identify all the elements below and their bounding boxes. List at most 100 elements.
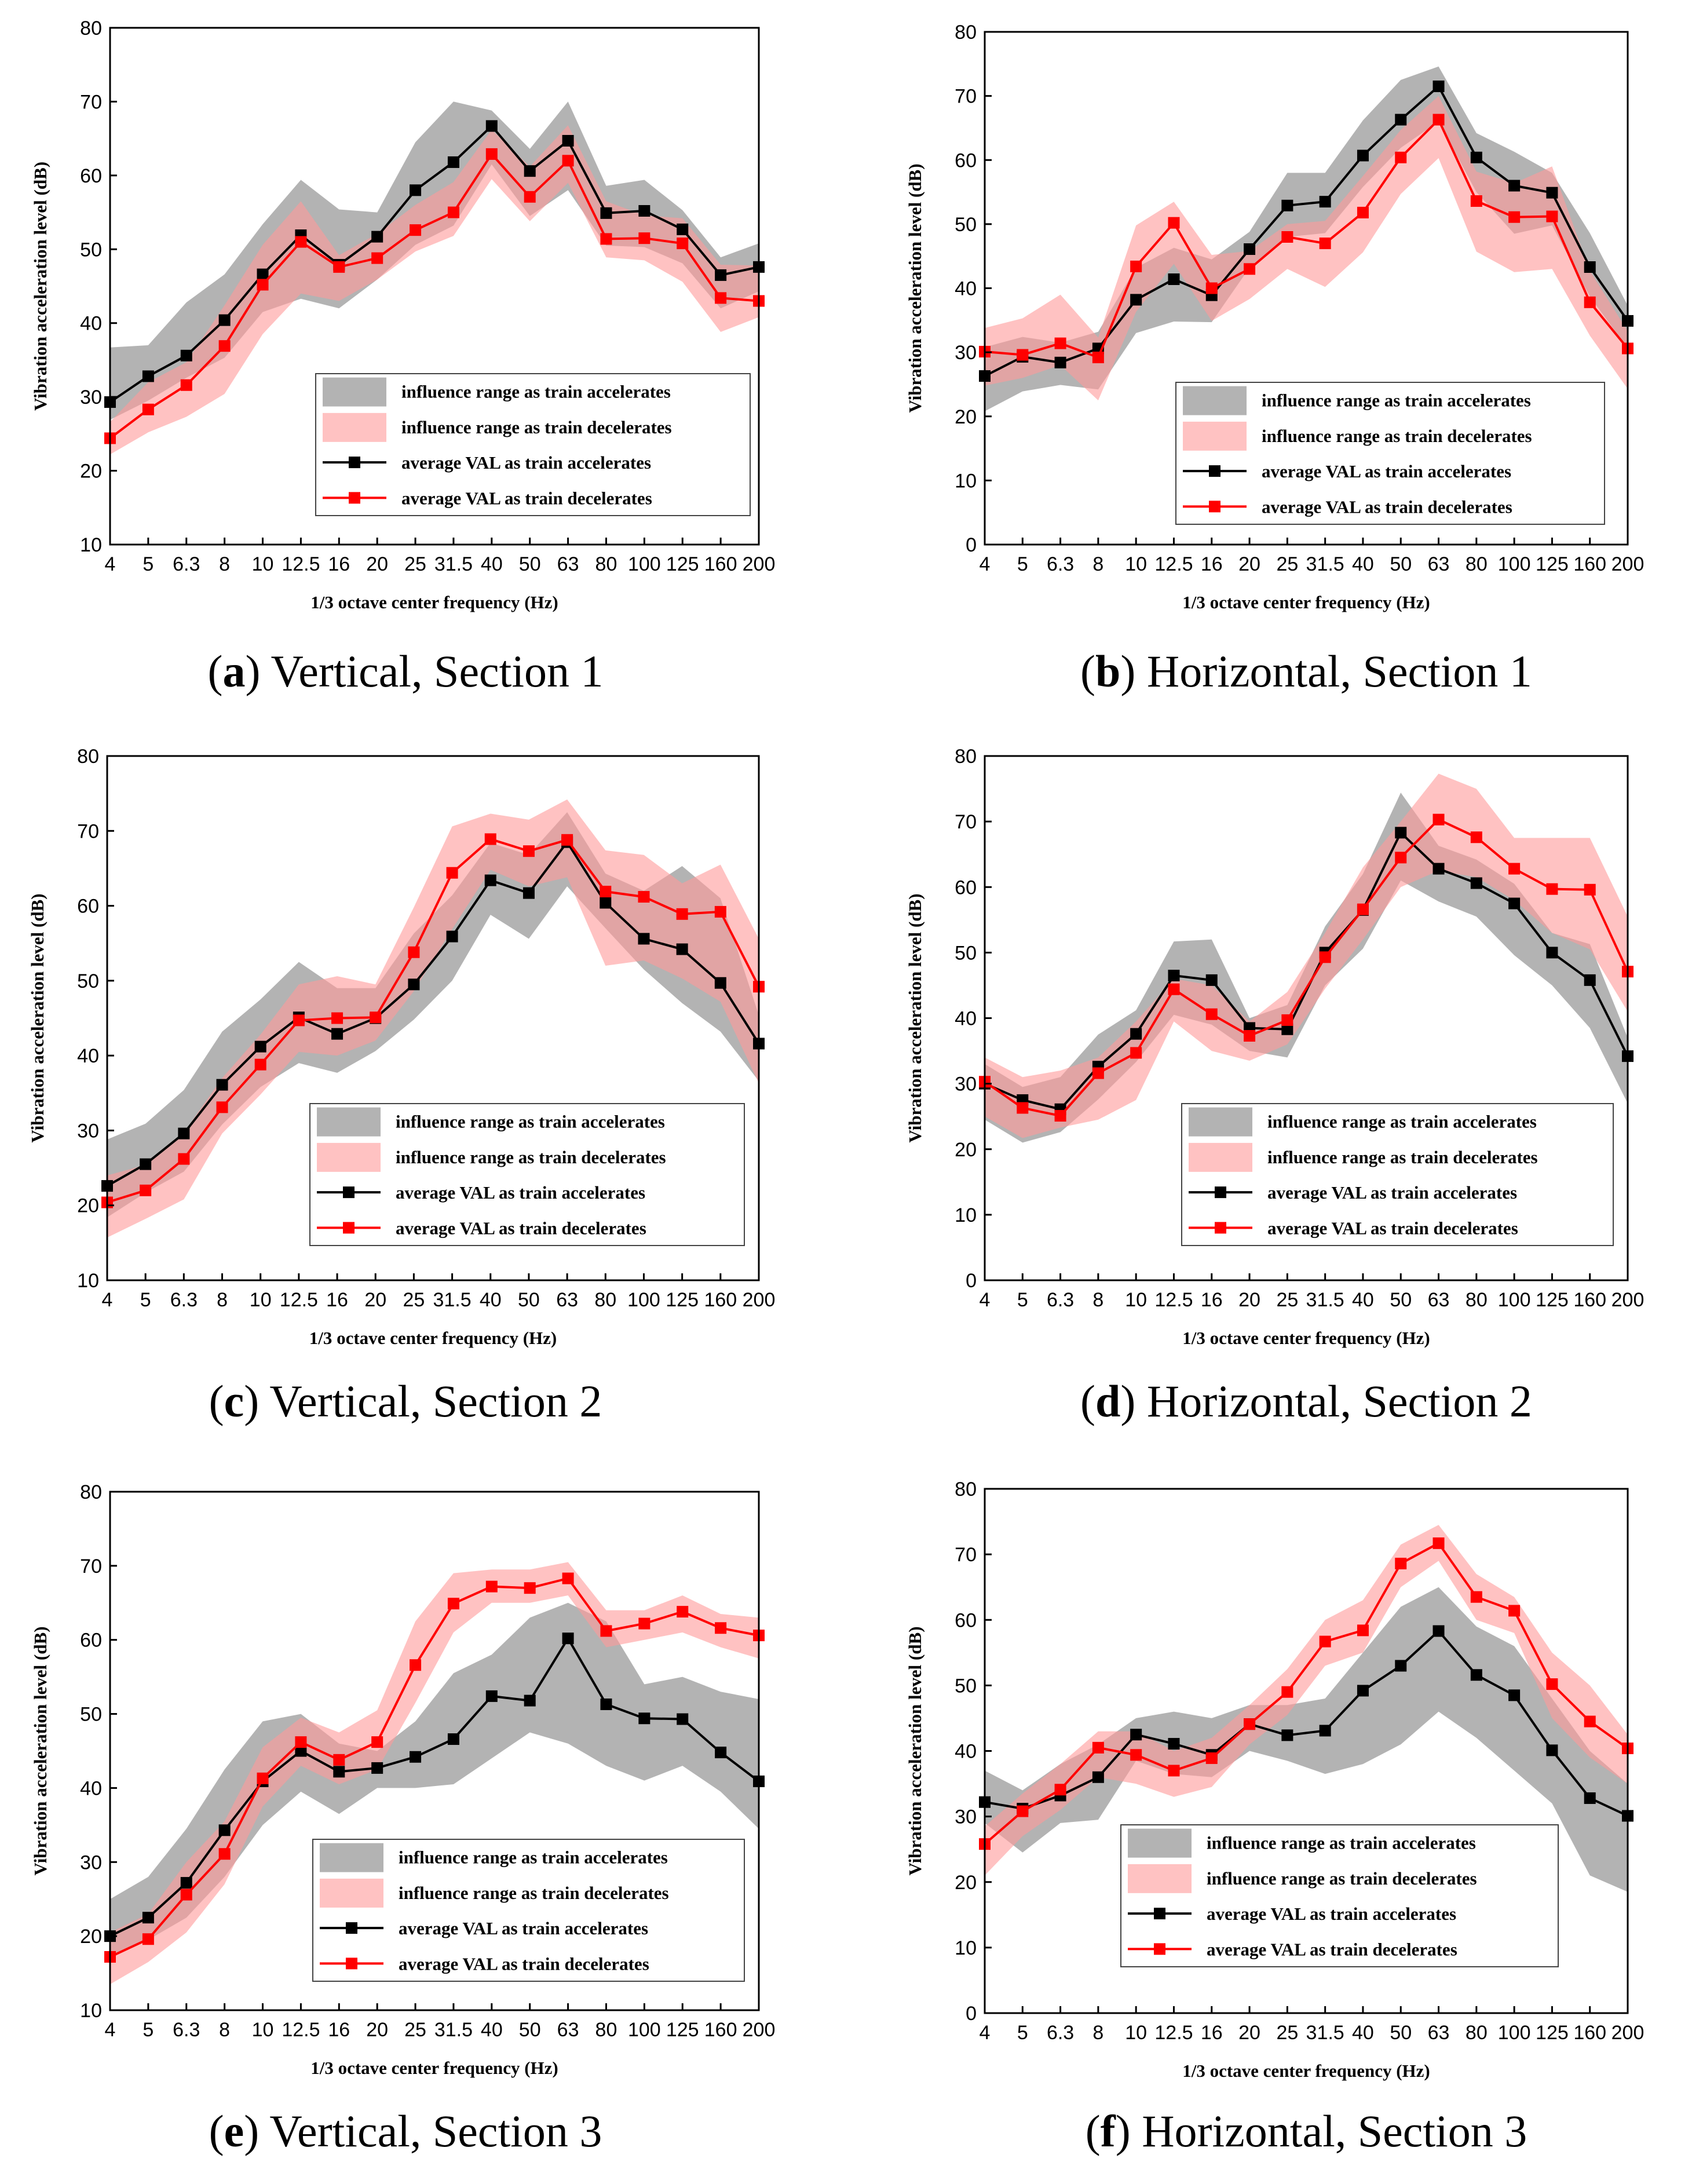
marker-accel-4 — [1130, 294, 1142, 306]
x-tick-label: 63 — [1428, 2022, 1450, 2044]
marker-accel-9 — [1319, 1725, 1331, 1737]
marker-accel-15 — [677, 223, 689, 235]
y-tick-label: 60 — [80, 165, 102, 187]
x-tick-label: 31.5 — [1306, 553, 1344, 575]
y-tick-label: 60 — [955, 1609, 977, 1631]
caption-e: (e) Vertical, Section 3 — [209, 2106, 602, 2156]
chart-panel-d: 0 10 20 30 40 50 60 70 80 4 5 6.3 8 10 12.5 16 20 25 31.5 4… — [905, 746, 1644, 1426]
x-tick-label: 50 — [1390, 553, 1412, 575]
x-tick-label: 200 — [1611, 2022, 1645, 2044]
marker-decel-4 — [257, 279, 269, 291]
legend-decel-range-swatch — [323, 412, 386, 442]
x-tick-label: 10 — [250, 1289, 272, 1311]
y-tick-label: 70 — [77, 820, 99, 842]
caption-open-paren: ( — [1080, 646, 1095, 696]
series-line-accelerates — [109, 124, 759, 403]
x-tick-label: 6.3 — [1047, 2022, 1074, 2044]
legend-accel-avg-marker — [1215, 1186, 1226, 1199]
x-tick-label: 4 — [980, 553, 991, 575]
x-tick-label: 20 — [364, 1289, 386, 1311]
marker-accel-14 — [1508, 1689, 1521, 1701]
marker-accel-3 — [218, 1824, 231, 1836]
marker-decel-12 — [561, 834, 573, 846]
series-line-accelerates — [107, 840, 760, 1187]
y-axis-title: Vibration acceleration level (dB) — [30, 162, 50, 411]
marker-accel-13 — [1470, 877, 1482, 889]
x-tick-label: 6.3 — [173, 2019, 200, 2041]
y-tick-label: 0 — [966, 534, 977, 556]
x-tick-label: 6.3 — [1047, 553, 1074, 575]
y-tick-label: 70 — [955, 86, 977, 108]
marker-accel-4 — [254, 1040, 266, 1053]
y-tick-label: 80 — [77, 746, 99, 768]
marker-decel-6 — [1205, 1752, 1218, 1764]
legend-decel-avg-label: average VAL as train decelerates — [401, 488, 652, 508]
marker-accel-16 — [714, 977, 726, 989]
marker-accel-11 — [524, 165, 536, 177]
marker-decel-3 — [1092, 1067, 1104, 1079]
marker-decel-7 — [1244, 263, 1256, 275]
marker-decel-1 — [142, 1933, 154, 1945]
x-tick-label: 40 — [481, 2019, 503, 2041]
legend-accel-range-swatch — [323, 377, 386, 407]
x-tick-label: 125 — [666, 1289, 699, 1311]
caption-b: (b) Horizontal, Section 1 — [1080, 646, 1532, 696]
x-tick-label: 5 — [140, 1289, 151, 1311]
x-tick-label: 5 — [1017, 2022, 1028, 2044]
y-axis-title: Vibration acceleration level (dB) — [905, 163, 925, 412]
x-tick-label: 80 — [1466, 2022, 1488, 2044]
marker-decel-12 — [1432, 114, 1445, 126]
legend-accel-avg-marker — [343, 1186, 355, 1199]
series-line-decelerates — [984, 818, 1629, 1117]
legend-accel-range-label: influence range as train accelerates — [1262, 390, 1531, 411]
marker-decel-5 — [1168, 1765, 1180, 1777]
y-tick-label: 30 — [955, 342, 977, 364]
marker-decel-14 — [1508, 211, 1521, 223]
marker-decel-4 — [1130, 260, 1142, 272]
y-tick-label: 20 — [80, 1926, 102, 1948]
marker-accel-13 — [600, 897, 612, 909]
marker-accel-12 — [1432, 81, 1445, 93]
y-tick-label: 40 — [955, 1741, 977, 1763]
marker-decel-13 — [600, 1625, 612, 1637]
band-accelerates — [110, 101, 759, 420]
x-tick-label: 80 — [594, 1289, 616, 1311]
series-line-decelerates — [109, 152, 759, 440]
marker-accel-12 — [1432, 863, 1445, 875]
x-tick-label: 200 — [1611, 553, 1645, 575]
marker-decel-2 — [178, 1153, 190, 1165]
x-tick-label: 50 — [1390, 1289, 1412, 1311]
legend-accel-avg-label: average VAL as train accelerates — [396, 1182, 645, 1203]
x-tick-label: 31.5 — [1306, 2022, 1344, 2044]
marker-accel-16 — [1584, 261, 1596, 273]
caption-close-paren: ) — [1116, 2106, 1131, 2156]
y-tick-label: 20 — [77, 1195, 99, 1217]
marker-accel-2 — [180, 349, 192, 361]
y-tick-label: 10 — [955, 1937, 977, 1959]
marker-decel-3 — [216, 1101, 228, 1113]
marker-decel-2 — [1054, 1110, 1066, 1122]
x-tick-label: 8 — [219, 2019, 230, 2041]
marker-decel-12 — [1432, 813, 1445, 826]
marker-accel-12 — [562, 134, 574, 147]
marker-decel-4 — [1130, 1749, 1142, 1761]
y-tick-label: 20 — [955, 1139, 977, 1161]
marker-accel-10 — [484, 874, 496, 886]
marker-decel-2 — [180, 379, 192, 391]
marker-accel-8 — [1281, 199, 1293, 211]
series-line-decelerates — [109, 1577, 759, 1958]
x-tick-label: 16 — [1201, 2022, 1223, 2044]
legend-decel-avg-label: average VAL as train decelerates — [396, 1218, 646, 1238]
marker-accel-15 — [1546, 947, 1558, 959]
caption-open-paren: ( — [209, 2106, 224, 2156]
legend-decel-avg-marker — [1154, 1943, 1165, 1955]
x-tick-label: 31.5 — [433, 1289, 471, 1311]
y-tick-label: 70 — [80, 91, 102, 113]
marker-decel-5 — [295, 236, 307, 248]
marker-decel-5 — [293, 1014, 305, 1027]
chart-panel-b: 0 10 20 30 40 50 60 70 80 4 5 6.3 8 10 12.5 16 20 25 31.5 4… — [905, 21, 1644, 696]
marker-accel-6 — [331, 1028, 343, 1040]
y-tick-label: 0 — [966, 2003, 977, 2025]
y-tick-label: 20 — [955, 406, 977, 428]
x-tick-label: 4 — [980, 1289, 991, 1311]
